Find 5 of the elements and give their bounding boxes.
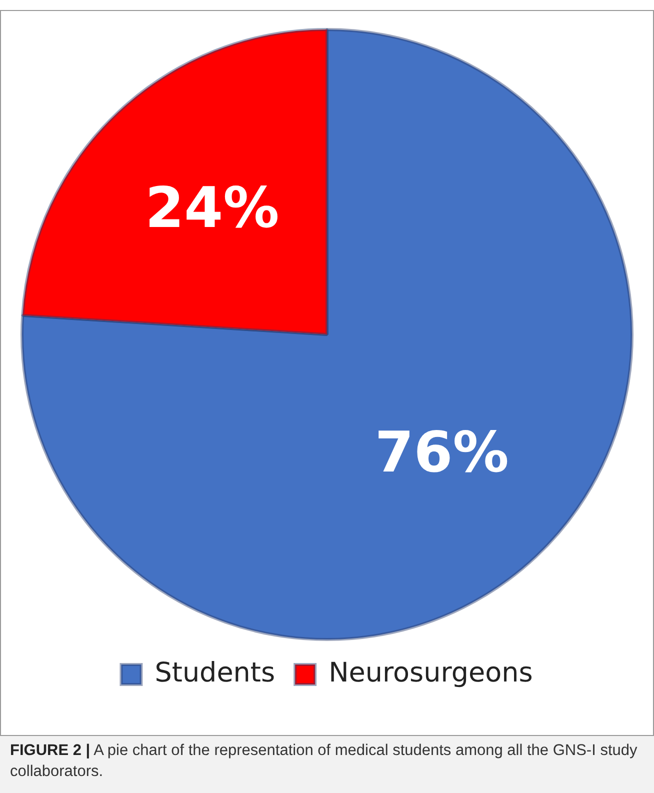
data-label: 24% [145, 176, 280, 241]
legend-label: Students [154, 658, 276, 689]
legend-label: Neurosurgeons [328, 658, 533, 689]
data-label: 76% [374, 420, 509, 486]
caption: FIGURE 2 | A pie chart of the representation of medical students among all the GNS-I study collaborators. [10, 741, 638, 782]
